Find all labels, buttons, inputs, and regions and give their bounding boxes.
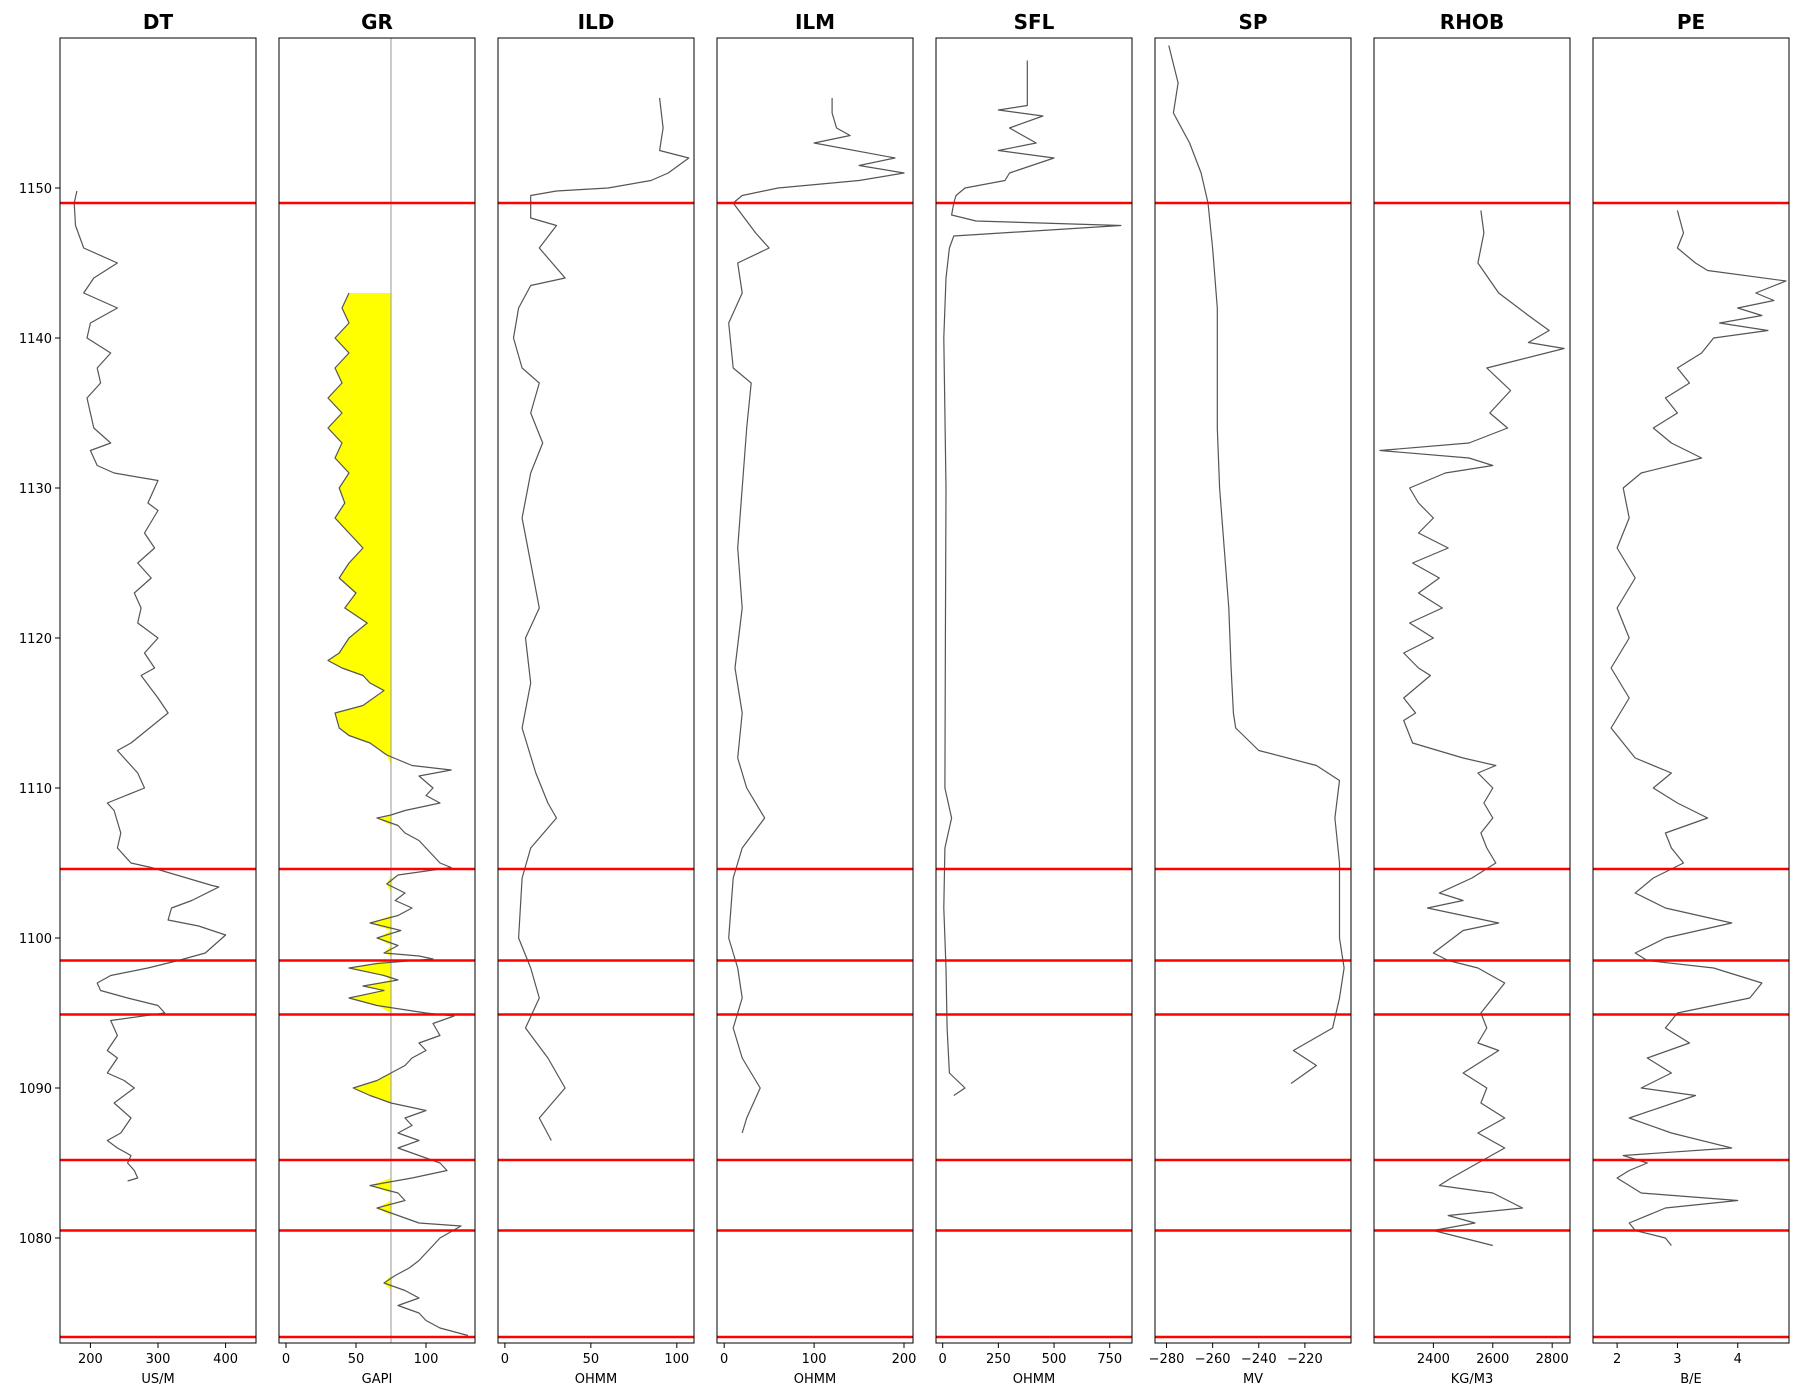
- x-tick-label: 300: [146, 1352, 171, 1367]
- track-title: SFL: [1014, 10, 1055, 34]
- x-tick-label: 0: [720, 1352, 728, 1367]
- track-frame: [1154, 37, 1352, 1344]
- depth-tick-label: 1130: [19, 482, 52, 497]
- x-tick-label: 200: [892, 1352, 917, 1367]
- depth-tick-label: 1110: [19, 782, 52, 797]
- depth-tick-label: 1150: [19, 182, 52, 197]
- track-unit-label: KG/M3: [1451, 1372, 1493, 1387]
- x-tick-label: 50: [583, 1352, 600, 1367]
- track-plot-area: [943, 60, 1122, 1096]
- track-frame: [716, 37, 914, 1344]
- track-frame: [935, 37, 1133, 1344]
- track-dt: DT 200 300 400 US/M: [59, 10, 257, 1387]
- depth-tick-label: 1080: [19, 1232, 52, 1247]
- x-tick-label: −220: [1287, 1352, 1323, 1367]
- x-tick-label: 750: [1097, 1352, 1122, 1367]
- x-tick-label: −240: [1241, 1352, 1277, 1367]
- track-plot-area: [728, 98, 905, 1134]
- track-rhob: RHOB 2400 2600 2800 KG/M3: [1373, 10, 1571, 1387]
- log-curve-ilm: [728, 98, 905, 1134]
- log-curve-sp: [1168, 45, 1345, 1084]
- track-sfl: SFL 0 250 500 750 OHMM: [935, 10, 1133, 1387]
- track-title: SP: [1238, 10, 1267, 34]
- log-curve-sfl: [943, 60, 1122, 1096]
- x-tick-label: 2: [1613, 1352, 1621, 1367]
- track-ild: ILD 0 50 100 OHMM: [497, 10, 695, 1387]
- track-gr: GR 0 50 100 GAPI: [278, 10, 476, 1387]
- x-tick-label: 100: [802, 1352, 827, 1367]
- x-tick-label: −280: [1149, 1352, 1185, 1367]
- track-frame: [1592, 37, 1790, 1344]
- track-title: ILM: [795, 10, 835, 34]
- depth-tick-label: 1100: [19, 932, 52, 947]
- log-curve-pe: [1610, 210, 1787, 1246]
- track-unit-label: OHMM: [794, 1372, 836, 1387]
- x-tick-label: 0: [282, 1352, 290, 1367]
- track-pe: PE 2 3 4 B/E: [1592, 10, 1790, 1387]
- track-unit-label: GAPI: [362, 1372, 393, 1387]
- depth-tick-label: 1140: [19, 332, 52, 347]
- track-frame: [59, 37, 257, 1344]
- track-frame: [1373, 37, 1571, 1344]
- track-unit-label: OHMM: [1013, 1372, 1055, 1387]
- x-tick-label: 4: [1734, 1352, 1742, 1367]
- x-tick-label: 400: [213, 1352, 238, 1367]
- track-plot-area: [1379, 210, 1565, 1247]
- x-tick-label: 50: [348, 1352, 365, 1367]
- x-tick-label: 100: [664, 1352, 689, 1367]
- track-plot-area: [73, 190, 227, 1182]
- track-title: DT: [143, 10, 174, 34]
- x-tick-label: 2800: [1536, 1352, 1569, 1367]
- track-plot-area: [512, 97, 690, 1141]
- x-tick-label: 0: [939, 1352, 947, 1367]
- track-plot-area: [1610, 210, 1787, 1246]
- track-unit-label: B/E: [1680, 1372, 1702, 1387]
- depth-tick-label: 1090: [19, 1082, 52, 1097]
- track-sp: SP −280 −260 −240 −220 MV: [1149, 10, 1352, 1387]
- x-tick-label: 200: [78, 1352, 103, 1367]
- x-tick-label: 2600: [1476, 1352, 1509, 1367]
- gr-sand-fill: [328, 293, 391, 1336]
- track-title: RHOB: [1440, 10, 1504, 34]
- track-unit-label: OHMM: [575, 1372, 617, 1387]
- x-tick-label: 0: [501, 1352, 509, 1367]
- log-curve-ild: [512, 97, 690, 1141]
- log-curve-rhob: [1379, 210, 1565, 1247]
- track-unit-label: MV: [1243, 1372, 1263, 1387]
- log-curve-gr: [327, 292, 469, 1337]
- track-title: GR: [361, 10, 393, 34]
- track-plot-area: [327, 38, 469, 1343]
- track-plot-area: [1168, 45, 1345, 1084]
- depth-tick-label: 1120: [19, 632, 52, 647]
- x-tick-label: 2400: [1417, 1352, 1450, 1367]
- track-title: ILD: [578, 10, 615, 34]
- track-frame: [497, 37, 695, 1344]
- track-unit-label: US/M: [141, 1372, 174, 1387]
- x-tick-label: 250: [986, 1352, 1011, 1367]
- x-tick-label: 100: [414, 1352, 439, 1367]
- track-frame: [278, 37, 476, 1344]
- x-tick-label: 500: [1042, 1352, 1067, 1367]
- x-tick-label: 3: [1673, 1352, 1681, 1367]
- track-title: PE: [1677, 10, 1705, 34]
- log-curve-dt: [73, 190, 227, 1182]
- track-ilm: ILM 0 100 200 OHMM: [716, 10, 917, 1387]
- x-tick-label: −260: [1195, 1352, 1231, 1367]
